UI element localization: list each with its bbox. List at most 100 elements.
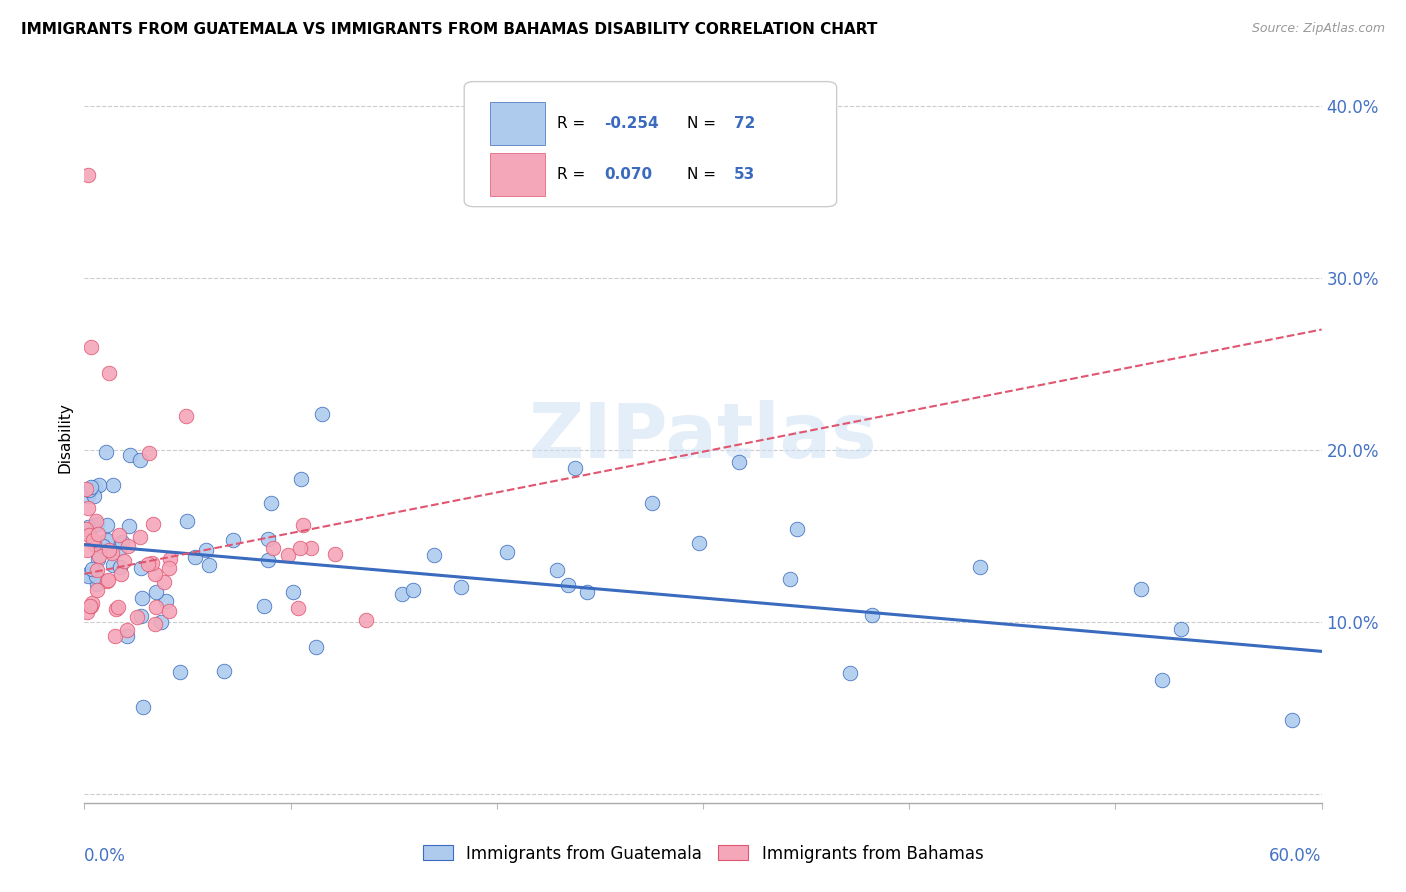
Point <box>779 573 801 587</box>
Point <box>86 526 108 541</box>
Point <box>86 516 108 531</box>
Point <box>87 552 110 566</box>
Text: Source: ZipAtlas.com: Source: ZipAtlas.com <box>1251 22 1385 36</box>
Point <box>107 600 129 615</box>
Point <box>77 483 100 497</box>
Point <box>145 585 167 599</box>
Point <box>80 599 103 613</box>
Point <box>98 542 121 557</box>
Point <box>1170 622 1192 636</box>
Point <box>688 536 710 550</box>
Point <box>77 528 100 542</box>
Point <box>97 573 120 587</box>
FancyBboxPatch shape <box>491 102 544 145</box>
Point <box>129 608 152 623</box>
Point <box>129 560 152 574</box>
Y-axis label: Disability: Disability <box>58 401 73 473</box>
Text: R =: R = <box>557 168 591 182</box>
Text: 0.0%: 0.0% <box>84 847 127 864</box>
Point <box>277 548 299 562</box>
Point <box>111 535 134 549</box>
Text: N =: N = <box>688 116 721 131</box>
Point <box>83 489 105 503</box>
Point <box>83 480 105 494</box>
Point <box>84 568 107 582</box>
Point <box>112 554 135 568</box>
Point <box>77 500 100 515</box>
Point <box>496 545 519 559</box>
Point <box>77 569 100 583</box>
Point <box>169 665 191 679</box>
Point <box>101 546 124 560</box>
Point <box>115 623 138 637</box>
Point <box>450 580 472 594</box>
Point <box>77 520 100 534</box>
Point <box>145 599 167 614</box>
Point <box>110 566 132 581</box>
Point <box>101 558 124 572</box>
Point <box>641 496 664 510</box>
Point <box>356 613 378 627</box>
Point <box>86 563 108 577</box>
Point <box>77 566 100 581</box>
Point <box>125 609 148 624</box>
Point <box>197 558 219 573</box>
Point <box>138 446 160 460</box>
Point <box>77 168 100 182</box>
Point <box>259 495 281 509</box>
Point <box>79 340 101 354</box>
Text: 53: 53 <box>734 168 755 182</box>
Point <box>128 452 150 467</box>
Text: 60.0%: 60.0% <box>1270 847 1322 864</box>
Point <box>94 445 117 459</box>
Point <box>299 541 322 556</box>
Point <box>76 606 98 620</box>
Point <box>253 599 276 614</box>
Point <box>311 407 333 421</box>
Point <box>222 533 245 547</box>
Point <box>546 563 568 577</box>
Point <box>110 560 132 574</box>
Point <box>391 587 413 601</box>
Point <box>969 559 991 574</box>
Point <box>129 530 152 544</box>
Point <box>96 517 118 532</box>
FancyBboxPatch shape <box>491 153 544 196</box>
Point <box>80 480 103 494</box>
Point <box>157 604 180 618</box>
Point <box>117 539 139 553</box>
Text: N =: N = <box>688 168 721 182</box>
Text: -0.254: -0.254 <box>605 116 658 131</box>
Point <box>136 557 159 571</box>
Point <box>143 566 166 581</box>
Point <box>131 591 153 605</box>
Point <box>96 533 118 548</box>
Point <box>104 629 127 643</box>
Point <box>75 482 97 496</box>
Point <box>159 551 181 566</box>
Point <box>75 522 97 536</box>
Point <box>290 472 312 486</box>
Point <box>184 550 207 565</box>
Point <box>839 665 862 680</box>
Point <box>402 582 425 597</box>
Point <box>786 522 808 536</box>
Text: ZIPatlas: ZIPatlas <box>529 401 877 474</box>
Point <box>281 585 304 599</box>
Point <box>120 449 142 463</box>
Point <box>576 585 599 599</box>
Point <box>257 553 280 567</box>
Point <box>174 409 197 423</box>
Point <box>1152 673 1174 688</box>
Point <box>305 640 328 655</box>
Point <box>423 549 446 563</box>
Point <box>86 582 108 597</box>
Point <box>141 556 163 570</box>
FancyBboxPatch shape <box>464 81 837 207</box>
Point <box>860 608 883 623</box>
Point <box>115 629 138 643</box>
Point <box>82 596 104 610</box>
Text: 72: 72 <box>734 116 755 131</box>
Text: 0.070: 0.070 <box>605 168 652 182</box>
Point <box>287 601 309 615</box>
